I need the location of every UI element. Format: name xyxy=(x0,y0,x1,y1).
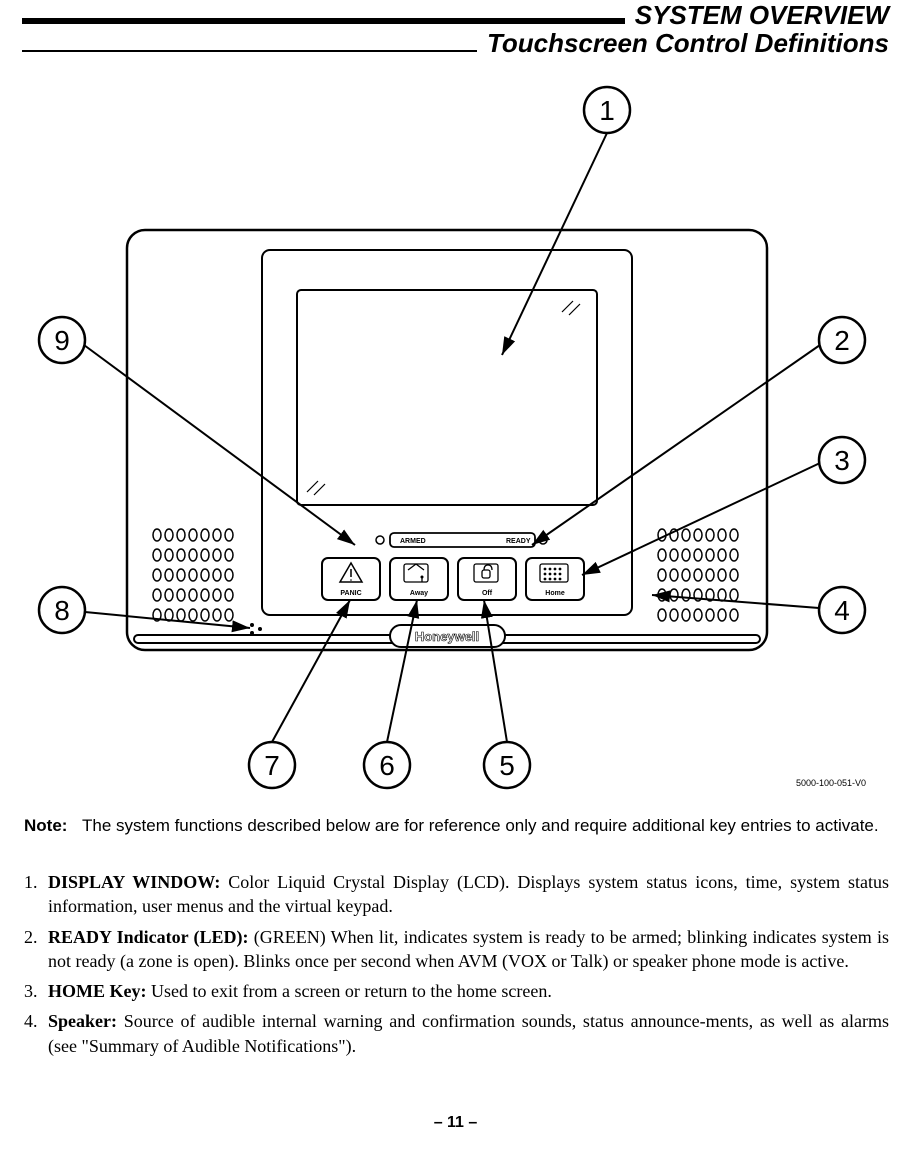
definition-text: Source of audible internal warning and c… xyxy=(48,1011,889,1055)
definition-item: 2. READY Indicator (LED): (GREEN) When l… xyxy=(24,925,889,974)
callout-4: 4 xyxy=(819,587,865,633)
ready-label: READY xyxy=(506,538,531,545)
callout-8: 8 xyxy=(39,587,85,633)
definition-item: 4. Speaker: Source of audible internal w… xyxy=(24,1009,889,1058)
definition-number: 4. xyxy=(24,1009,48,1058)
section-title: SYSTEM OVERVIEW xyxy=(625,0,889,31)
callout-9: 9 xyxy=(39,317,85,363)
definition-term: READY Indicator (LED): xyxy=(48,927,249,947)
definition-text: Used to exit from a screen or return to … xyxy=(146,981,551,1001)
definition-item: 3. HOME Key: Used to exit from a screen … xyxy=(24,979,889,1003)
page-number: – 11 – xyxy=(0,1114,911,1132)
svg-text:2: 2 xyxy=(834,325,850,356)
callout-7: 7 xyxy=(249,742,295,788)
panic-button: PANIC xyxy=(322,558,380,600)
note-text: The system functions described below are… xyxy=(82,815,889,838)
svg-text:3: 3 xyxy=(834,445,850,476)
home-button: Home xyxy=(526,558,584,600)
device-diagram: ARMED READY PANIC Away Off xyxy=(22,80,889,800)
armed-label: ARMED xyxy=(400,538,426,545)
callout-1: 1 xyxy=(584,87,630,133)
svg-text:8: 8 xyxy=(54,595,70,626)
away-button: Away xyxy=(390,558,448,600)
definition-term: DISPLAY WINDOW: xyxy=(48,872,220,892)
display-window xyxy=(297,290,597,505)
svg-text:6: 6 xyxy=(379,750,395,781)
definition-term: Speaker: xyxy=(48,1011,117,1031)
indicator-bar: ARMED READY xyxy=(376,533,547,547)
definition-term: HOME Key: xyxy=(48,981,146,1001)
home-label: Home xyxy=(545,590,565,597)
device-svg: ARMED READY PANIC Away Off xyxy=(22,80,889,800)
callout-6: 6 xyxy=(364,742,410,788)
svg-text:1: 1 xyxy=(599,95,615,126)
svg-text:5: 5 xyxy=(499,750,515,781)
definitions-list: 1. DISPLAY WINDOW: Color Liquid Crystal … xyxy=(24,870,889,1064)
away-label: Away xyxy=(410,590,428,597)
callout-2: 2 xyxy=(819,317,865,363)
definition-item: 1. DISPLAY WINDOW: Color Liquid Crystal … xyxy=(24,870,889,919)
callout-5: 5 xyxy=(484,742,530,788)
brand-text: Honeywell xyxy=(415,629,479,644)
svg-text:4: 4 xyxy=(834,595,850,626)
svg-text:7: 7 xyxy=(264,750,280,781)
note-block: Note: The system functions described bel… xyxy=(24,815,889,838)
off-label: Off xyxy=(482,590,493,597)
armed-led xyxy=(376,536,384,544)
page-subtitle: Touchscreen Control Definitions xyxy=(477,28,889,59)
panic-label: PANIC xyxy=(340,590,361,597)
off-button: Off xyxy=(458,558,516,600)
definition-number: 2. xyxy=(24,925,48,974)
callout-3: 3 xyxy=(819,437,865,483)
definition-number: 3. xyxy=(24,979,48,1003)
note-label: Note: xyxy=(24,815,82,838)
definition-number: 1. xyxy=(24,870,48,919)
part-number: 5000-100-051-V0 xyxy=(796,778,866,788)
svg-text:9: 9 xyxy=(54,325,70,356)
